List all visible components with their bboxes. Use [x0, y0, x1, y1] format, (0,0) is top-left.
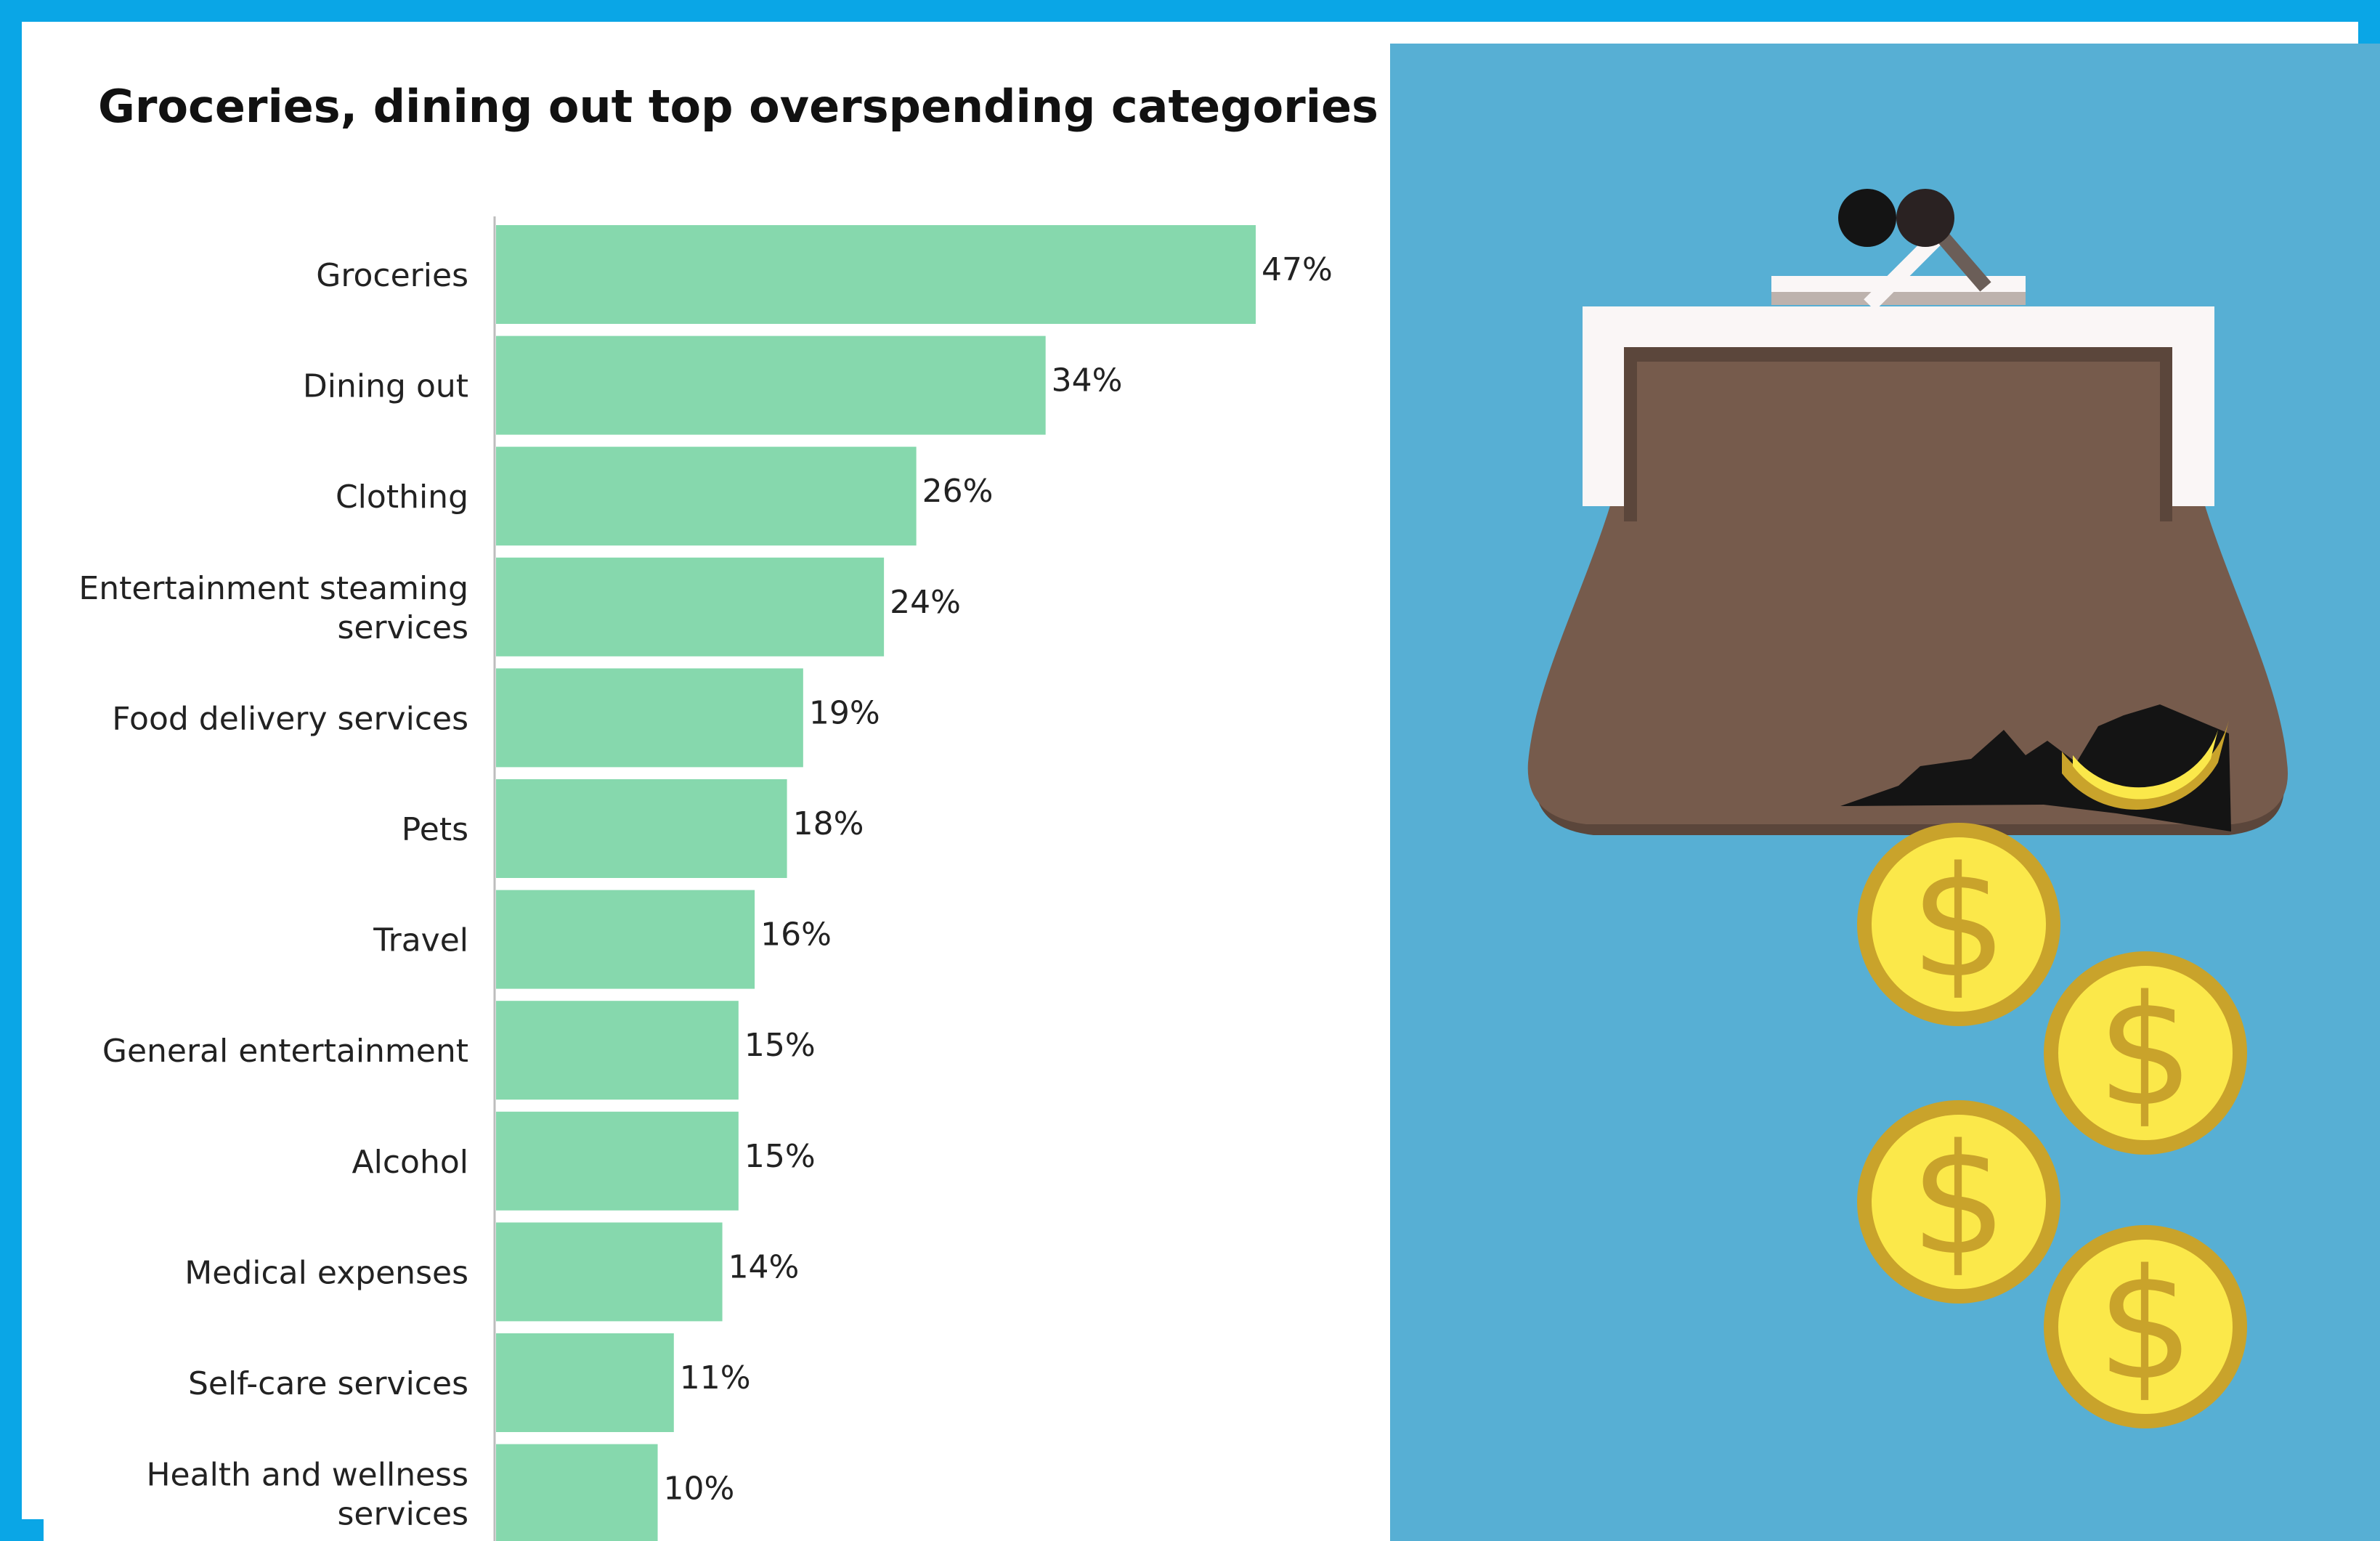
value-label-7: 15%: [744, 1027, 816, 1064]
value-label-8: 15%: [744, 1138, 816, 1175]
falling-coins: $ $ $ $: [1857, 823, 2247, 1428]
category-label-8: Alcohol: [352, 1144, 468, 1181]
value-label-9: 14%: [728, 1248, 800, 1285]
coin-icon: $: [2044, 951, 2247, 1155]
bar-chart: 47% Groceries 34% Dining out 26% Clothing 24% E…: [78, 216, 1333, 1541]
coin-icon: $: [2044, 1225, 2247, 1428]
category-label-4: Food delivery services: [112, 700, 468, 737]
bar-4: [496, 668, 803, 768]
value-label-6: 16%: [760, 916, 832, 954]
chart-panel: Groceries, dining out top overspending c…: [44, 44, 1390, 1541]
value-label-1: 34%: [1052, 362, 1123, 399]
bar-0: [496, 225, 1256, 324]
value-label-0: 47%: [1262, 251, 1333, 288]
svg-text:$: $: [2097, 1236, 2194, 1414]
category-label-11: Health and wellness services: [146, 1457, 468, 1533]
value-label-4: 19%: [809, 694, 880, 731]
value-label-5: 18%: [793, 805, 864, 842]
bar-1: [496, 336, 1046, 435]
coin-icon: [2062, 720, 2229, 810]
category-label-1: Dining out: [303, 368, 468, 405]
bar-7: [496, 1001, 739, 1100]
bar-11: [496, 1444, 658, 1541]
category-label-3: Entertainment steaming services: [78, 570, 468, 646]
svg-text:$: $: [1910, 834, 2007, 1012]
category-label-5: Pets: [402, 811, 468, 848]
value-label-11: 10%: [664, 1471, 735, 1508]
value-label-10: 11%: [680, 1359, 751, 1396]
purse-illustration: $ $ $ $: [1527, 189, 2288, 1428]
category-label-7: General entertainment: [102, 1033, 468, 1070]
bar-8: [496, 1111, 739, 1211]
svg-text:$: $: [1910, 1111, 2007, 1289]
chart-title: Groceries, dining out top overspending c…: [98, 80, 1378, 133]
bar-5: [496, 779, 787, 878]
bar-3: [496, 557, 885, 656]
value-label-3: 24%: [890, 584, 961, 621]
category-label-2: Clothing: [336, 479, 468, 516]
coin-icon: $: [1857, 1100, 2060, 1304]
category-label-6: Travel: [373, 922, 468, 959]
svg-text:$: $: [2097, 962, 2194, 1140]
category-label-9: Medical expenses: [184, 1254, 468, 1291]
coin-icon: $: [1857, 823, 2060, 1026]
category-label-10: Self-care services: [188, 1365, 468, 1402]
value-label-2: 26%: [922, 473, 994, 510]
bar-10: [496, 1333, 674, 1432]
bar-2: [496, 447, 917, 546]
bar-9: [496, 1222, 723, 1322]
category-label-0: Groceries: [316, 257, 468, 294]
bars-group: 47% Groceries 34% Dining out 26% Clothing 24% E…: [78, 225, 1333, 1541]
illustration-panel: $ $ $ $: [1390, 44, 2380, 1541]
bar-6: [496, 890, 755, 989]
purse-icon: [1527, 189, 2288, 835]
